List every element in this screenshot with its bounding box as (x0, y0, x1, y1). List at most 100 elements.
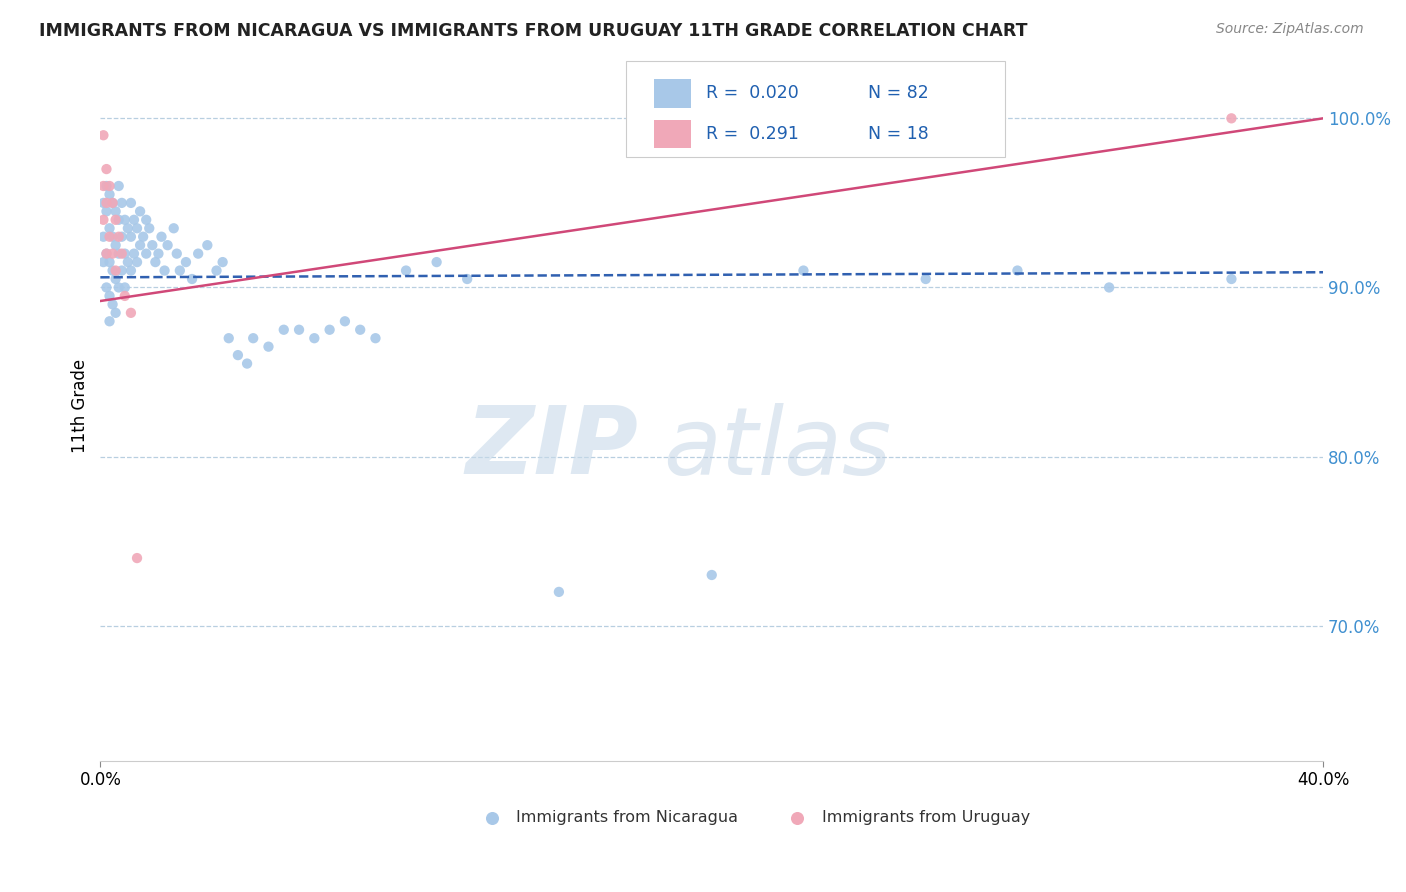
Point (426, 255, 449, 269)
Point (111, 195, 134, 210)
Point (548, 585, 571, 599)
Point (914, 272, 936, 286)
Y-axis label: 11th Grade: 11th Grade (72, 359, 89, 453)
Point (135, 212, 157, 227)
Point (107, 179, 129, 194)
Point (114, 280, 136, 294)
Point (195, 238, 218, 252)
Point (148, 246, 170, 260)
Point (166, 246, 188, 260)
Point (181, 272, 204, 286)
Text: IMMIGRANTS FROM NICARAGUA VS IMMIGRANTS FROM URUGUAY 11TH GRADE CORRELATION CHAR: IMMIGRANTS FROM NICARAGUA VS IMMIGRANTS … (39, 22, 1028, 40)
Point (93, 229, 115, 244)
Point (174, 255, 197, 269)
Point (318, 323, 340, 337)
Point (96, 280, 118, 294)
Point (104, 306, 127, 320)
Point (364, 331, 387, 345)
Text: N = 82: N = 82 (869, 85, 929, 103)
Point (153, 263, 176, 277)
Point (104, 212, 127, 227)
Point (98, 229, 121, 244)
Point (111, 246, 134, 260)
Point (117, 255, 139, 269)
Point (101, 195, 124, 210)
Point (218, 331, 240, 345)
Point (792, 263, 814, 277)
Point (135, 246, 157, 260)
Point (107, 246, 129, 260)
Point (122, 246, 145, 260)
Point (333, 314, 356, 328)
Point (93, 255, 115, 269)
Point (138, 221, 160, 235)
Point (395, 263, 418, 277)
Point (169, 263, 191, 277)
Point (120, 195, 142, 210)
Text: R =  0.020: R = 0.020 (706, 85, 799, 103)
Point (120, 306, 142, 320)
Point (98, 289, 121, 303)
Point (107, 212, 129, 227)
Point (187, 246, 209, 260)
Point (242, 331, 264, 345)
Point (101, 229, 124, 244)
Text: atlas: atlas (662, 403, 891, 494)
Point (1220, 112, 1243, 126)
Point (114, 289, 136, 303)
Point (1098, 280, 1121, 294)
Point (122, 212, 145, 227)
Point (107, 280, 129, 294)
Text: Source: ZipAtlas.com: Source: ZipAtlas.com (1216, 22, 1364, 37)
FancyBboxPatch shape (626, 62, 1005, 157)
Text: Immigrants from Uruguay: Immigrants from Uruguay (821, 810, 1031, 825)
Point (111, 229, 134, 244)
Point (96, 179, 118, 194)
Point (98, 221, 121, 235)
Point (257, 340, 280, 354)
Point (104, 238, 127, 252)
Point (349, 323, 371, 337)
Point (141, 238, 163, 252)
Point (125, 221, 148, 235)
Text: Immigrants from Nicaragua: Immigrants from Nicaragua (516, 810, 738, 825)
Point (1220, 272, 1243, 286)
Point (129, 238, 152, 252)
Point (114, 246, 136, 260)
Point (273, 323, 295, 337)
Point (96, 246, 118, 260)
Point (101, 195, 124, 210)
Point (96, 246, 118, 260)
Point (288, 323, 311, 337)
Point (145, 255, 167, 269)
Point (101, 263, 124, 277)
FancyBboxPatch shape (654, 79, 690, 108)
Point (104, 272, 127, 286)
Point (101, 297, 124, 311)
Point (107, 229, 129, 244)
Point (96, 195, 118, 210)
Point (125, 255, 148, 269)
Point (700, 568, 723, 582)
Point (96, 204, 118, 219)
Point (93, 128, 115, 143)
Point (236, 357, 259, 371)
Point (98, 187, 121, 202)
Point (96, 162, 118, 177)
Point (114, 212, 136, 227)
Point (93, 212, 115, 227)
Point (111, 263, 134, 277)
Point (1007, 263, 1029, 277)
FancyBboxPatch shape (654, 120, 690, 148)
Point (132, 229, 155, 244)
Point (120, 229, 142, 244)
Point (456, 272, 478, 286)
Point (98, 314, 121, 328)
Point (93, 179, 115, 194)
Point (163, 221, 186, 235)
Text: N = 18: N = 18 (869, 125, 929, 143)
Point (104, 263, 127, 277)
Point (205, 263, 228, 277)
Point (211, 255, 233, 269)
Point (93, 195, 115, 210)
